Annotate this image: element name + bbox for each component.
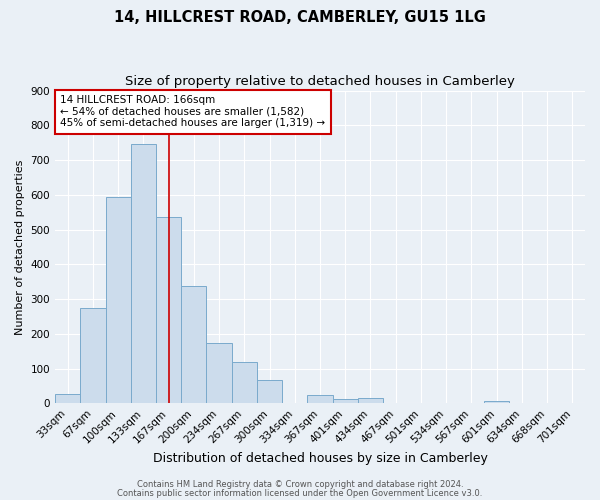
Bar bbox=[257, 380, 282, 404]
Bar bbox=[156, 218, 181, 404]
Text: 14 HILLCREST ROAD: 166sqm
← 54% of detached houses are smaller (1,582)
45% of se: 14 HILLCREST ROAD: 166sqm ← 54% of detac… bbox=[61, 95, 325, 128]
Bar bbox=[307, 394, 332, 404]
Bar bbox=[358, 398, 383, 404]
Bar bbox=[232, 362, 257, 404]
Text: Contains public sector information licensed under the Open Government Licence v3: Contains public sector information licen… bbox=[118, 488, 482, 498]
Y-axis label: Number of detached properties: Number of detached properties bbox=[15, 160, 25, 334]
Bar bbox=[80, 308, 106, 404]
Bar bbox=[131, 144, 156, 404]
Bar bbox=[484, 400, 509, 404]
X-axis label: Distribution of detached houses by size in Camberley: Distribution of detached houses by size … bbox=[152, 452, 487, 465]
Text: Contains HM Land Registry data © Crown copyright and database right 2024.: Contains HM Land Registry data © Crown c… bbox=[137, 480, 463, 489]
Title: Size of property relative to detached houses in Camberley: Size of property relative to detached ho… bbox=[125, 75, 515, 88]
Bar bbox=[332, 399, 358, 404]
Bar bbox=[55, 394, 80, 404]
Bar bbox=[181, 286, 206, 404]
Bar bbox=[206, 342, 232, 404]
Text: 14, HILLCREST ROAD, CAMBERLEY, GU15 1LG: 14, HILLCREST ROAD, CAMBERLEY, GU15 1LG bbox=[114, 10, 486, 25]
Bar bbox=[106, 197, 131, 404]
